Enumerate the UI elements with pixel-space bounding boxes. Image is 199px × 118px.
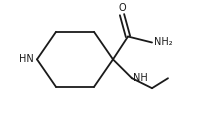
Text: HN: HN	[19, 54, 34, 64]
Text: NH₂: NH₂	[154, 38, 173, 47]
Text: O: O	[118, 3, 126, 13]
Text: NH: NH	[133, 73, 148, 83]
